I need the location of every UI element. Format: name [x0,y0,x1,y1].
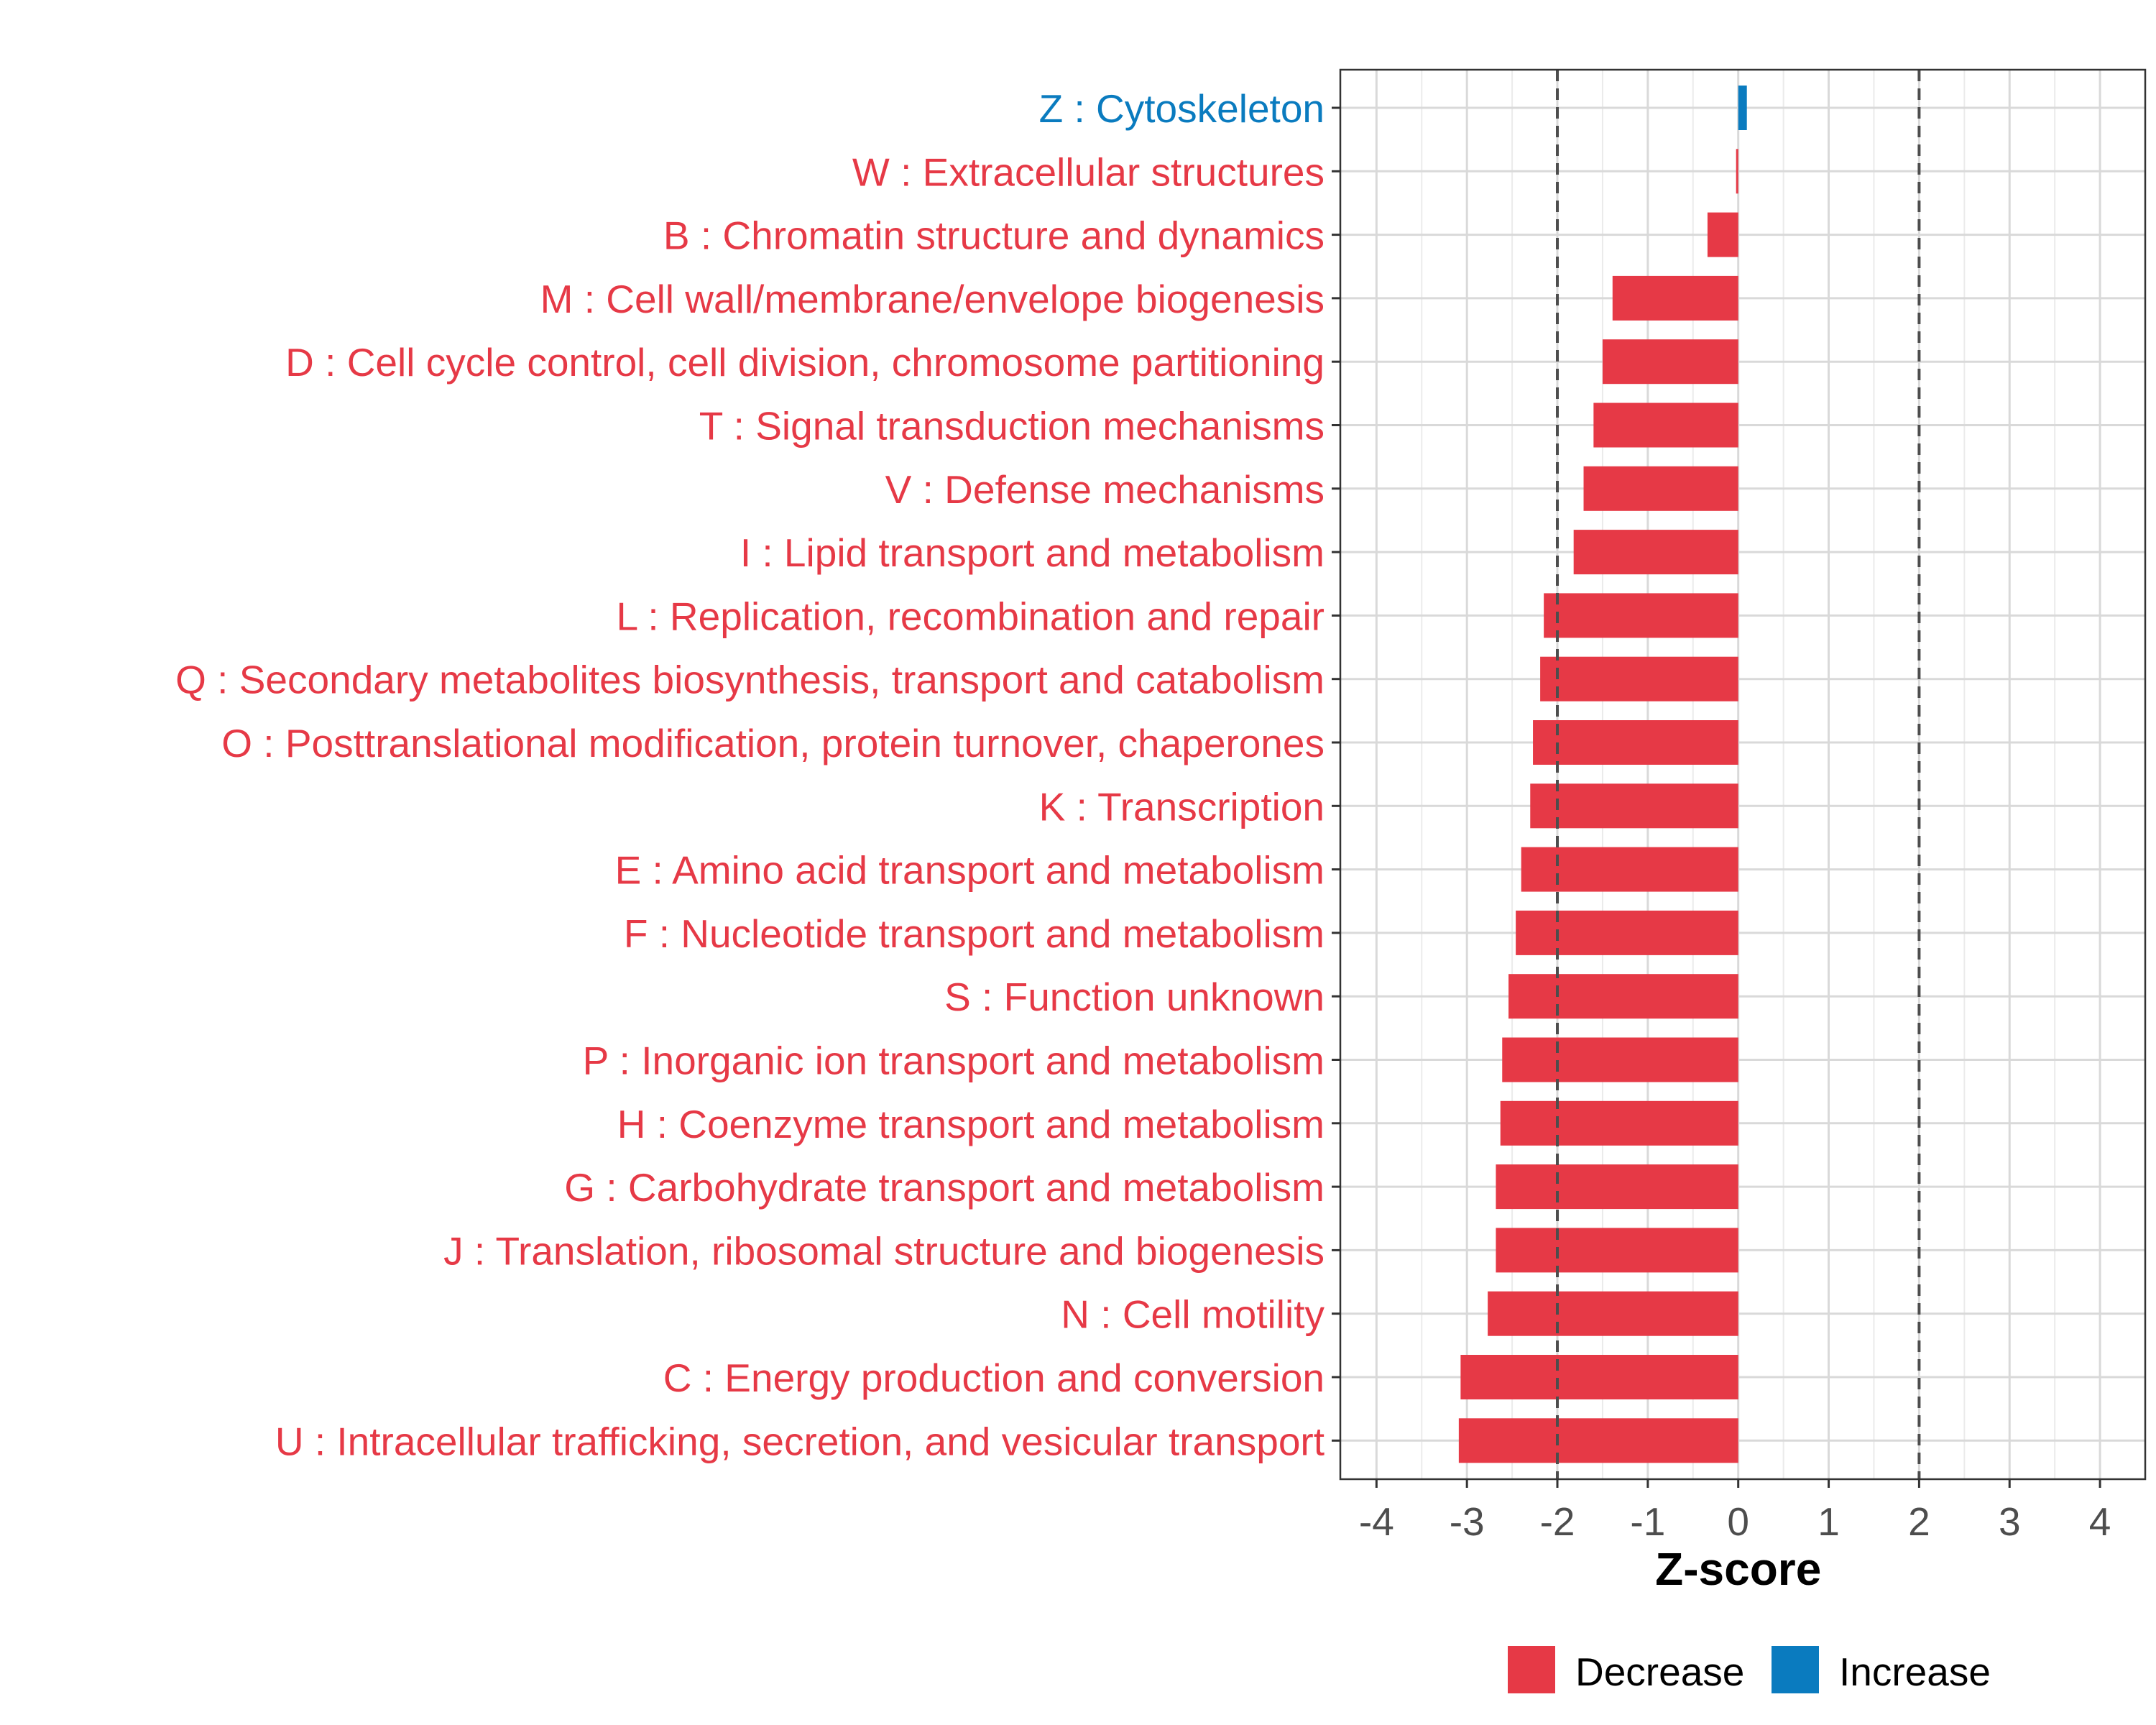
bar [1593,402,1738,448]
x-axis-ticks: -4 -3 -2 -1 0 1 2 3 4 [1359,1479,2111,1544]
x-tick-label: 3 [1999,1499,2021,1544]
bar [1496,1228,1738,1273]
legend-label: Increase [1839,1650,1991,1694]
bar [1573,530,1738,575]
y-axis-ticks [1332,106,1340,1442]
category-label: Z : Cytoskeleton [1039,86,1325,131]
bar [1738,86,1747,130]
bar [1521,847,1738,892]
bar [1612,275,1738,321]
bar [1496,1164,1738,1210]
category-label: E : Amino acid transport and metabolism [615,848,1325,893]
category-label: C : Energy production and conversion [663,1356,1325,1400]
category-label: U : Intracellular trafficking, secretion… [275,1419,1325,1463]
legend: Decrease Increase [1508,1646,1991,1694]
category-label: V : Defense mechanisms [885,467,1325,512]
legend-key [1508,1646,1555,1693]
x-tick-label: 1 [1818,1499,1840,1544]
category-label: K : Transcription [1039,784,1325,829]
bar [1583,466,1738,511]
category-label: I : Lipid transport and metabolism [740,530,1325,575]
category-label: O : Posttranslational modification, prot… [221,721,1325,765]
category-label: Q : Secondary metabolites biosynthesis, … [175,658,1325,702]
bar [1540,656,1738,702]
bar [1500,1100,1738,1146]
category-label: F : Nucleotide transport and metabolism [624,911,1325,956]
bars [1458,86,1747,1463]
bar [1488,1291,1738,1336]
reference-lines [1556,70,1921,1479]
category-labels: Z : Cytoskeleton W : Extracellular struct… [175,86,1325,1463]
x-tick-label: 4 [2089,1499,2111,1544]
bar [1516,910,1738,955]
category-label: L : Replication, recombination and repai… [617,594,1325,638]
category-label: J : Translation, ribosomal structure and… [443,1228,1325,1273]
bar [1707,212,1738,257]
plot-panel-border [1339,68,2147,1481]
category-label: M : Cell wall/membrane/envelope biogenes… [540,277,1325,321]
x-tick-label: -4 [1359,1499,1394,1544]
plot-panel-background [1340,70,2145,1479]
bar [1530,783,1738,829]
bar [1602,339,1738,385]
category-label: H : Coenzyme transport and metabolism [617,1102,1325,1146]
bar [1533,720,1738,765]
x-axis-title: Z-score [1655,1543,1821,1595]
bar [1544,593,1738,638]
category-label: S : Function unknown [944,975,1325,1019]
x-tick-label: -2 [1540,1499,1575,1544]
bar [1458,1418,1738,1463]
x-tick-label: -1 [1630,1499,1665,1544]
legend-key [1772,1646,1819,1693]
bar [1460,1355,1738,1399]
x-tick-label: 2 [1908,1499,1930,1544]
category-label: G : Carbohydrate transport and metabolis… [564,1165,1325,1210]
bar [1508,974,1738,1019]
category-label: P : Inorganic ion transport and metaboli… [583,1039,1325,1083]
grid-lines [1340,70,2145,1479]
x-tick-label: -3 [1450,1499,1485,1544]
bar [1736,149,1738,194]
x-tick-label: 0 [1727,1499,1749,1544]
category-label: T : Signal transduction mechanisms [699,404,1325,448]
category-label: N : Cell motility [1061,1292,1325,1337]
category-label: B : Chromatin structure and dynamics [663,213,1325,258]
bar [1502,1037,1738,1082]
category-label: W : Extracellular structures [852,150,1325,194]
category-label: D : Cell cycle control, cell division, c… [285,340,1325,385]
legend-label: Decrease [1575,1650,1744,1694]
